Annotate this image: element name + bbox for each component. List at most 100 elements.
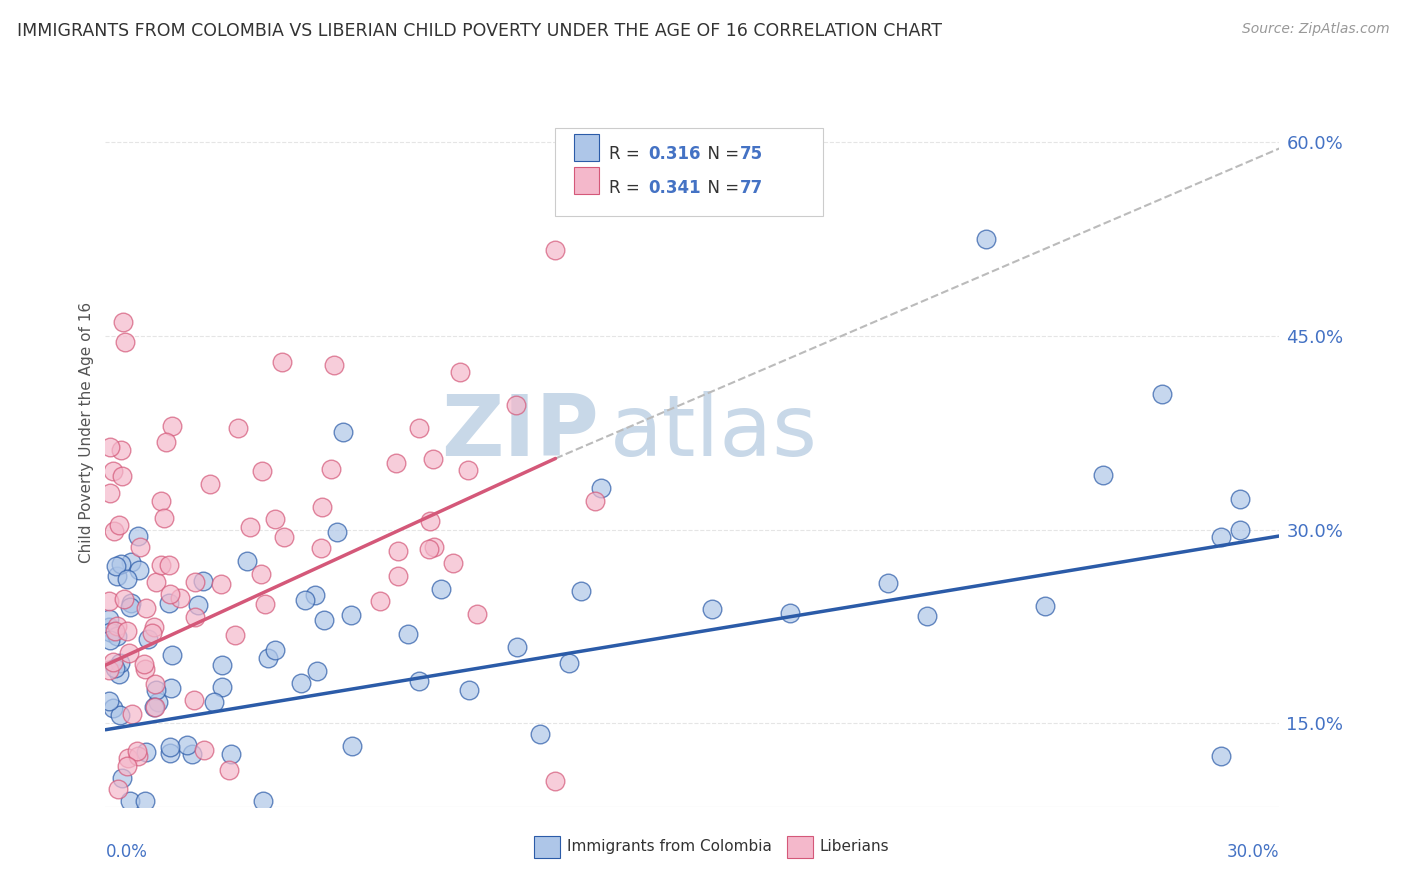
Point [311, 500, 333, 514]
Point [98, 612, 121, 626]
Point [160, 681, 183, 695]
Point [115, 624, 138, 638]
Point [529, 726, 551, 740]
Point [558, 657, 581, 671]
Point [1033, 599, 1056, 614]
Point [135, 600, 157, 615]
Point [1092, 467, 1115, 482]
Point [159, 739, 181, 754]
Point [103, 524, 125, 538]
Point [115, 572, 138, 586]
Point [544, 244, 567, 258]
Point [449, 365, 471, 379]
Text: IMMIGRANTS FROM COLOMBIA VS LIBERIAN CHILD POVERTY UNDER THE AGE OF 16 CORRELATI: IMMIGRANTS FROM COLOMBIA VS LIBERIAN CHI… [17, 22, 942, 40]
Point [128, 563, 150, 577]
Point [387, 544, 409, 558]
Point [98, 694, 121, 708]
Point [236, 554, 259, 568]
Point [264, 512, 287, 526]
Point [430, 582, 453, 596]
Point [160, 419, 183, 434]
Point [107, 666, 129, 681]
Text: N =: N = [697, 179, 745, 197]
Text: 0.0%: 0.0% [105, 843, 148, 861]
Point [323, 358, 346, 372]
Point [120, 596, 142, 610]
Text: R =: R = [609, 179, 645, 197]
Point [290, 676, 312, 690]
Point [127, 744, 149, 758]
Y-axis label: Child Poverty Under the Age of 16: Child Poverty Under the Age of 16 [79, 302, 94, 563]
Text: Immigrants from Colombia: Immigrants from Colombia [567, 839, 772, 855]
Point [465, 607, 488, 621]
Point [187, 598, 209, 612]
Point [118, 646, 141, 660]
Point [779, 606, 801, 620]
Point [254, 597, 277, 611]
Point [160, 648, 183, 663]
Point [141, 625, 163, 640]
Point [457, 462, 479, 476]
Point [98, 593, 121, 607]
Text: Source: ZipAtlas.com: Source: ZipAtlas.com [1241, 22, 1389, 37]
Point [218, 763, 240, 777]
Point [118, 600, 141, 615]
Point [111, 468, 134, 483]
Point [270, 354, 292, 368]
Point [150, 558, 173, 572]
Point [135, 745, 157, 759]
Point [184, 574, 207, 589]
Point [143, 677, 166, 691]
Point [157, 596, 180, 610]
Point [143, 620, 166, 634]
Point [422, 540, 444, 554]
Point [115, 758, 138, 772]
Point [700, 601, 723, 615]
Point [1229, 523, 1251, 537]
Text: 30.0%: 30.0% [1227, 843, 1279, 861]
Point [104, 661, 127, 675]
Point [506, 640, 529, 655]
Point [169, 591, 191, 605]
Point [193, 574, 215, 588]
Point [103, 464, 125, 478]
Point [183, 693, 205, 707]
Point [120, 556, 142, 570]
Point [127, 748, 149, 763]
Point [309, 541, 332, 555]
Point [273, 530, 295, 544]
Point [108, 708, 131, 723]
Point [142, 699, 165, 714]
Text: 75: 75 [740, 145, 762, 163]
Point [304, 589, 326, 603]
Point [202, 695, 225, 709]
Point [211, 680, 233, 694]
Point [105, 619, 128, 633]
Point [396, 627, 419, 641]
Point [134, 794, 156, 808]
Point [132, 657, 155, 671]
Text: 77: 77 [740, 179, 763, 197]
Point [370, 594, 392, 608]
Point [252, 794, 274, 808]
Point [159, 587, 181, 601]
Point [107, 781, 129, 796]
Point [105, 568, 128, 582]
Point [211, 658, 233, 673]
Point [340, 607, 363, 622]
Point [181, 747, 204, 761]
Point [176, 739, 198, 753]
Point [877, 575, 900, 590]
Point [917, 609, 939, 624]
Point [544, 774, 567, 789]
Point [110, 557, 132, 571]
Point [101, 655, 124, 669]
Point [153, 510, 176, 524]
Point [138, 632, 160, 647]
Point [157, 558, 180, 573]
Point [326, 524, 349, 539]
Point [193, 743, 215, 757]
Point [408, 673, 430, 688]
Point [127, 529, 149, 543]
Point [98, 620, 121, 634]
